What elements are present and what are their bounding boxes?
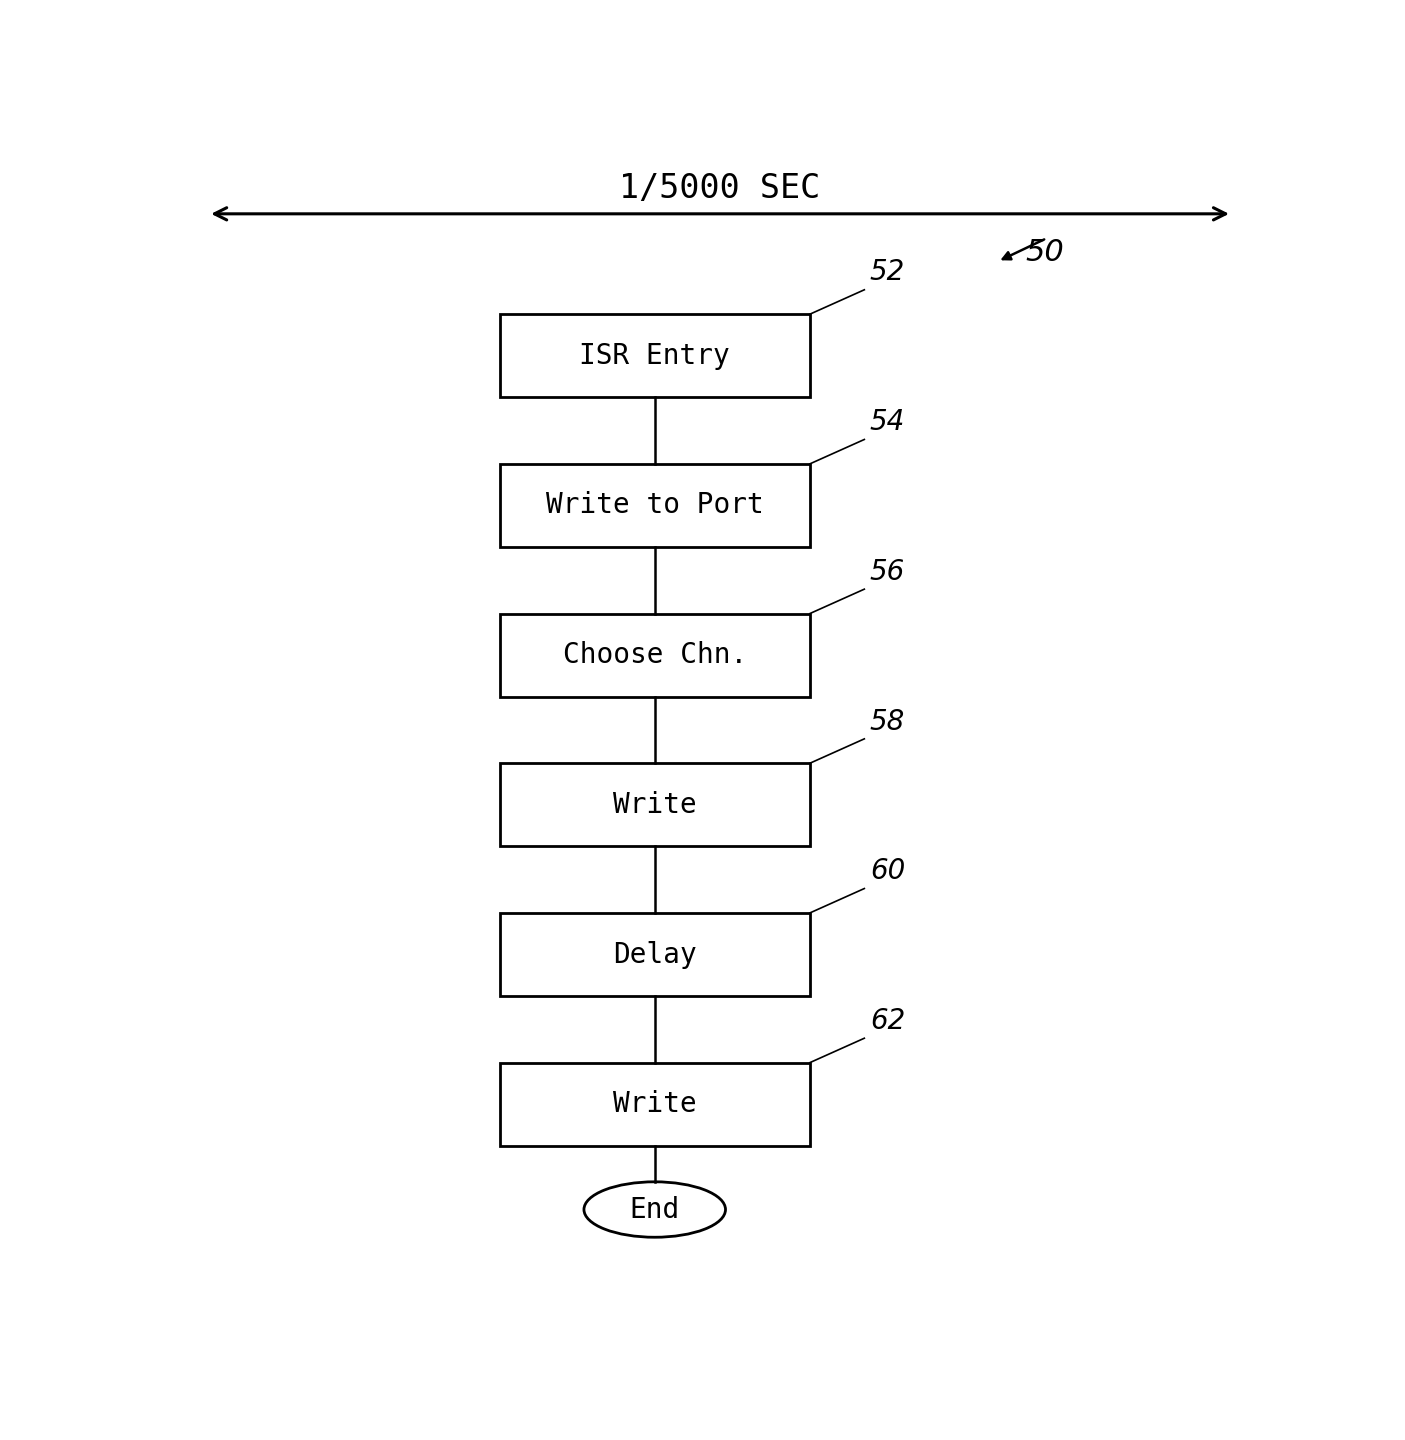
Text: ISR Entry: ISR Entry	[579, 341, 731, 370]
Bar	[500, 1063, 809, 1146]
Ellipse shape	[584, 1182, 725, 1237]
Text: 62: 62	[870, 1007, 905, 1035]
Text: 56: 56	[870, 557, 905, 586]
Text: Choose Chn.: Choose Chn.	[562, 641, 747, 670]
Text: 1/5000 SEC: 1/5000 SEC	[620, 171, 821, 204]
Bar	[500, 314, 809, 397]
Text: 60: 60	[870, 857, 905, 886]
Text: Write: Write	[613, 791, 697, 819]
Text: 50: 50	[1026, 238, 1064, 268]
Bar	[500, 763, 809, 847]
Text: End: End	[629, 1195, 680, 1224]
Bar	[500, 613, 809, 697]
Text: Write: Write	[613, 1090, 697, 1119]
Text: 52: 52	[870, 258, 905, 287]
Text: 58: 58	[870, 707, 905, 736]
Bar	[500, 913, 809, 996]
Text: 54: 54	[870, 408, 905, 436]
Text: Delay: Delay	[613, 940, 697, 969]
Text: Write to Port: Write to Port	[547, 491, 763, 520]
Bar	[500, 464, 809, 547]
